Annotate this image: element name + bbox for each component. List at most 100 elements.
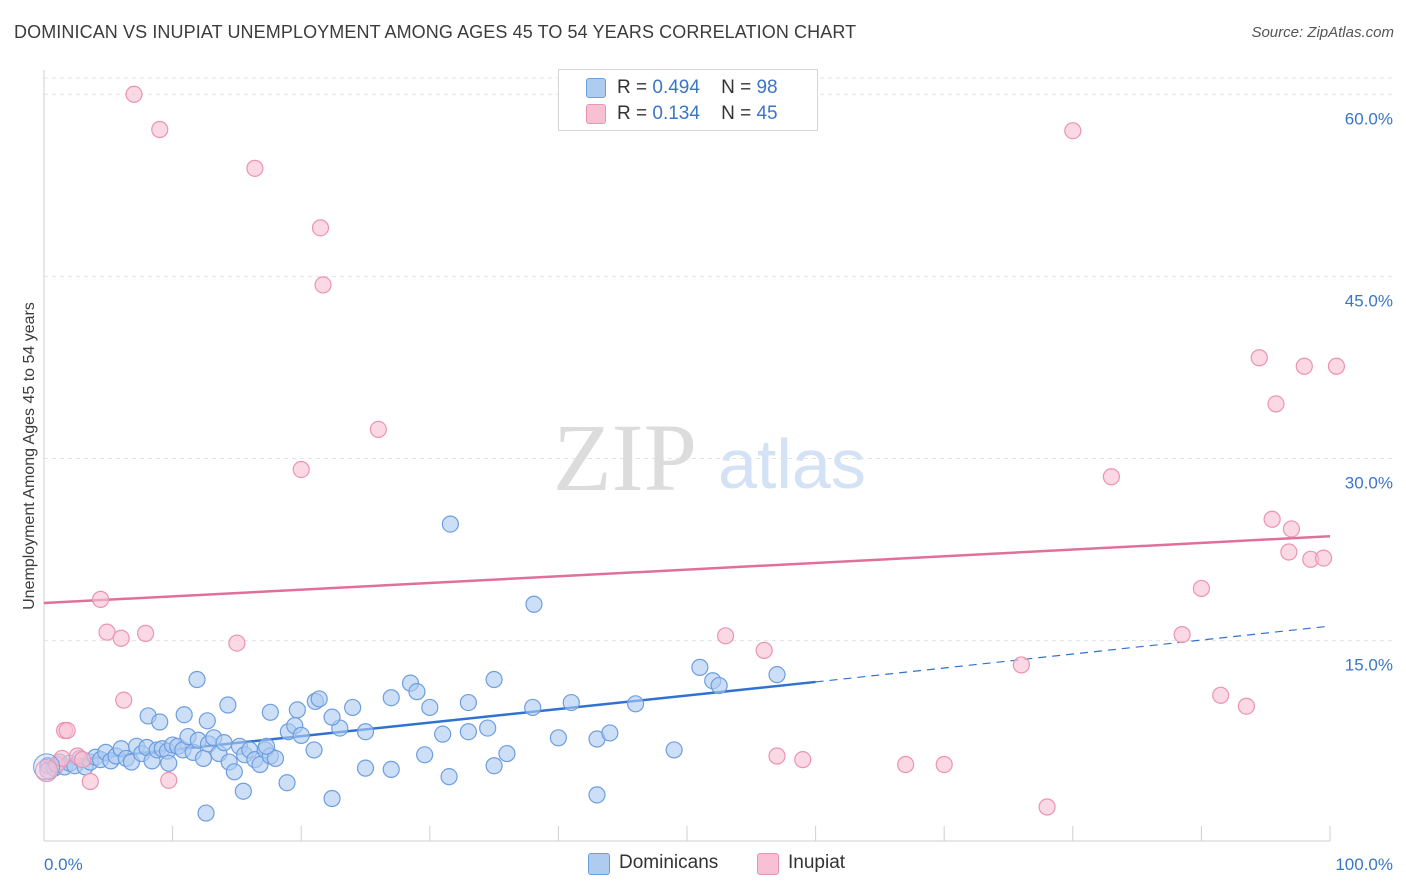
inupiat-point bbox=[1280, 543, 1298, 561]
dominicans-point bbox=[601, 724, 619, 742]
bottom-legend-label-inupiat: Inupiat bbox=[788, 852, 846, 873]
axes bbox=[43, 70, 1331, 842]
dominicans-point bbox=[160, 754, 178, 772]
dominicans-point bbox=[344, 698, 362, 717]
legend-n-value: 98 bbox=[756, 77, 778, 98]
dominicans-trend-extension bbox=[815, 625, 1331, 683]
dominicans-point bbox=[459, 723, 477, 741]
inupiat-point bbox=[755, 641, 773, 659]
dominicans-point bbox=[524, 698, 542, 717]
inupiat-point bbox=[1102, 468, 1120, 486]
inupiat-point bbox=[1263, 510, 1281, 528]
dominicans-point bbox=[562, 693, 580, 712]
dominicans-point bbox=[691, 658, 709, 676]
dominicans-point bbox=[382, 689, 400, 707]
dominicans-point bbox=[440, 768, 458, 786]
dominicans-point bbox=[198, 712, 216, 730]
dominicans-point bbox=[485, 670, 503, 689]
legend-r-label: R = bbox=[617, 103, 648, 124]
inupiat-point bbox=[1173, 625, 1191, 644]
tick-labels: 15.0% 30.0% 45.0% 60.0% 0.0% 100.0% bbox=[44, 109, 1393, 874]
inupiat-point bbox=[292, 460, 310, 479]
dominicans-point bbox=[459, 693, 477, 712]
dominicans-point bbox=[323, 708, 341, 726]
inupiat-point bbox=[768, 747, 786, 765]
dominicans-point bbox=[278, 774, 296, 792]
dominicans-point bbox=[356, 723, 375, 741]
inupiat-point bbox=[1212, 686, 1230, 704]
inupiat-point bbox=[151, 120, 169, 139]
inupiat-point bbox=[1064, 122, 1082, 140]
dominicans-point bbox=[588, 786, 606, 804]
legend-swatch-dominicans bbox=[586, 78, 606, 98]
inupiat-point bbox=[897, 755, 915, 774]
dominicans-point bbox=[257, 737, 276, 755]
inupiat-point bbox=[1267, 395, 1285, 413]
dominicans-point bbox=[626, 695, 645, 713]
y-tick-label: 30.0% bbox=[1345, 474, 1393, 493]
dominicans-point bbox=[310, 690, 328, 708]
legend-r-value: 0.134 bbox=[652, 103, 700, 124]
dominicans-point bbox=[356, 759, 375, 777]
gridlines bbox=[44, 77, 1394, 642]
inupiat-point bbox=[1295, 357, 1313, 375]
x-tick-label: 100.0% bbox=[1335, 855, 1393, 874]
inupiat-point bbox=[716, 627, 735, 645]
dominicans-point bbox=[485, 757, 503, 775]
dominicans-point bbox=[288, 701, 306, 719]
inupiat-point bbox=[136, 624, 155, 642]
dominicans-point bbox=[33, 753, 61, 781]
dominicans-point bbox=[416, 746, 434, 764]
legend-n-value: 45 bbox=[756, 103, 778, 124]
inupiat-point bbox=[246, 159, 264, 177]
dominicans-point bbox=[382, 760, 400, 778]
watermark: ZIP atlas bbox=[553, 404, 866, 511]
inupiat-point bbox=[73, 751, 92, 769]
inupiat-trend-line bbox=[43, 534, 1331, 605]
dominicans-point bbox=[323, 789, 341, 808]
dominicans-point bbox=[768, 666, 786, 684]
dominicans-point bbox=[197, 804, 215, 822]
dominicans-point bbox=[225, 763, 243, 781]
y-tick-label: 15.0% bbox=[1345, 656, 1393, 675]
dominicans-point bbox=[710, 676, 728, 695]
dominicans-point bbox=[549, 729, 568, 747]
watermark-zip: ZIP bbox=[553, 404, 697, 511]
dominicans-point bbox=[498, 744, 516, 763]
inupiat-point bbox=[794, 751, 812, 769]
inupiat-point bbox=[1192, 579, 1211, 598]
dominicans-point bbox=[434, 725, 452, 743]
inupiat-point bbox=[1282, 520, 1301, 538]
dominicans-point bbox=[305, 741, 323, 759]
dominicans-point bbox=[219, 696, 237, 714]
inupiat-point bbox=[1314, 549, 1333, 567]
dominicans-point bbox=[194, 749, 213, 768]
dominicans-point bbox=[408, 683, 426, 701]
dominicans-point bbox=[175, 706, 193, 724]
inupiat-point bbox=[935, 755, 953, 774]
inupiat-point bbox=[91, 590, 110, 608]
dominicans-point bbox=[421, 698, 439, 717]
dominicans-point bbox=[215, 734, 233, 752]
source-credit: Source: ZipAtlas.com bbox=[1251, 24, 1394, 41]
bottom-legend-swatch-inupiat bbox=[757, 853, 779, 875]
inupiat-point bbox=[311, 219, 330, 237]
dominicans-point bbox=[234, 782, 252, 800]
inupiat-point bbox=[81, 772, 99, 791]
dominicans-point bbox=[266, 749, 285, 768]
legend-r-value: 0.494 bbox=[652, 77, 700, 98]
legend-n-label: N = bbox=[721, 103, 752, 124]
dominicans-point bbox=[665, 741, 683, 759]
stats-legend: R = 0.494 N = 98 R = 0.134 N = 45 bbox=[558, 69, 818, 131]
inupiat-point bbox=[1038, 798, 1056, 816]
inupiat-point bbox=[58, 721, 76, 740]
dominicans-point bbox=[292, 726, 310, 744]
inupiat-point bbox=[35, 759, 59, 783]
inupiat-point bbox=[314, 276, 332, 294]
bottom-legend-label-dominicans: Dominicans bbox=[619, 852, 719, 873]
legend-swatch-inupiat bbox=[586, 104, 606, 124]
dominicans-point bbox=[441, 515, 459, 533]
chart-title: DOMINICAN VS INUPIAT UNEMPLOYMENT AMONG … bbox=[14, 22, 857, 42]
inupiat-point bbox=[160, 771, 178, 789]
y-tick-label: 60.0% bbox=[1345, 109, 1393, 128]
